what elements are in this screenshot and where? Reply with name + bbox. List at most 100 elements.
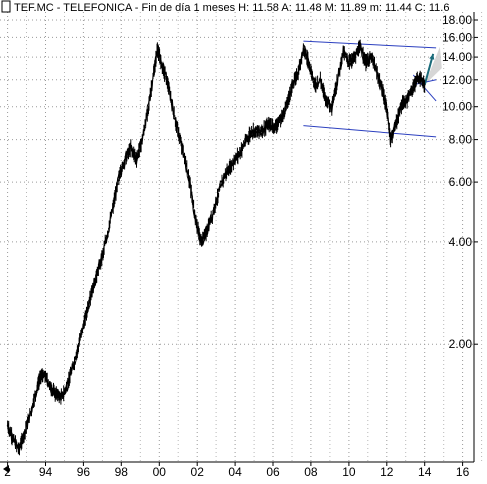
price-point [171,105,174,108]
price-point [166,79,168,81]
price-point [130,146,132,148]
price-point [160,61,162,64]
price-point [205,230,208,232]
price-point [268,123,271,125]
y-tick-label: 4.00 [449,235,473,249]
trendline [303,40,437,49]
price-series-line [7,39,426,456]
price-point [336,79,339,81]
price-point [194,217,197,219]
price-point [6,425,9,427]
price-point [412,85,415,87]
price-point [370,56,373,58]
price-point [395,121,398,124]
price-point [124,158,126,161]
price-point [423,84,426,86]
trendline [303,125,437,138]
price-point [342,51,345,53]
annotations [303,40,442,138]
price-point [228,167,231,169]
price-point [348,61,350,64]
price-point [177,131,179,134]
chart-header: TEF.MC - TELEFONICA - Fin de día 1 meses… [14,2,449,14]
price-point [217,194,219,196]
price-point [23,431,26,434]
price-point [29,412,32,415]
x-tick-label: 10 [342,465,356,479]
price-point [135,158,138,161]
price-point [382,91,384,94]
chart-title: TEF.MC - TELEFONICA - Fin de día 1 meses [14,2,236,14]
x-tick-label: 06 [266,465,280,479]
price-point [200,241,202,243]
price-point [308,61,310,64]
x-tick-label: 16 [456,465,470,479]
price-point [257,131,259,134]
price-point [285,105,288,108]
price-point [376,73,379,75]
high-label: H: [238,2,249,14]
close-label: C: [415,2,426,14]
price-point [389,138,392,141]
scroll-left-button[interactable] [1,0,11,13]
price-point [406,98,409,101]
scroll-left-icon [3,465,9,473]
price-point [78,339,81,342]
price-point [156,48,159,50]
x-tick-label: 96 [77,465,91,479]
x-tick-label: 02 [191,465,205,479]
price-point [118,174,121,176]
price-point [152,73,155,75]
y-tick-label: 10.00 [442,100,472,114]
y-tick-label: 18.00 [442,13,472,27]
price-point [296,73,299,75]
grid [0,12,483,462]
price-point [147,108,149,111]
price-point [188,181,191,183]
price-point [418,76,420,79]
x-tick-label: 04 [228,465,242,479]
price-point [113,202,115,204]
price-point [245,138,248,141]
price-point [35,390,37,393]
y-tick-label: 2.00 [449,337,473,351]
price-point [56,393,58,396]
price-point [274,126,276,129]
y-tick-label: 6.00 [449,175,473,189]
price-point [40,374,42,377]
y-tick-label: 8.00 [449,133,473,147]
low-label: m: [370,2,382,14]
price-point [73,363,75,365]
high-value: 11.58 [252,2,279,14]
price-point [67,381,70,383]
close-value: 11.6 [429,2,450,14]
price-point [95,274,98,276]
y-tick-label: 16.00 [442,30,472,44]
price-point [240,150,242,152]
axes [0,12,475,463]
x-tick-label: 98 [115,465,129,479]
x-tick-label: 94 [39,465,53,479]
price-point [331,105,333,108]
price-point [291,85,293,87]
price-point [50,387,52,390]
price-point [18,448,20,451]
y-tick-labels: 18.00 16.00 14.00 12.00 10.00 8.00 6.00 4.00 2.0… [442,13,478,351]
price-point [12,438,15,441]
projection-arrow-head [429,53,435,60]
price-point [325,98,327,101]
price-point [279,118,282,120]
ask-label: A: [281,2,291,14]
mid-label: M: [325,2,337,14]
price-point [141,138,143,141]
price-point [234,158,236,161]
y-tick-label: 14.00 [442,50,472,64]
x-tick-label: 14 [418,465,432,479]
price-point [211,214,214,216]
price-point [319,79,322,81]
price-point [359,46,362,48]
price-point [61,396,64,398]
x-tick-label: 12 [380,465,394,479]
